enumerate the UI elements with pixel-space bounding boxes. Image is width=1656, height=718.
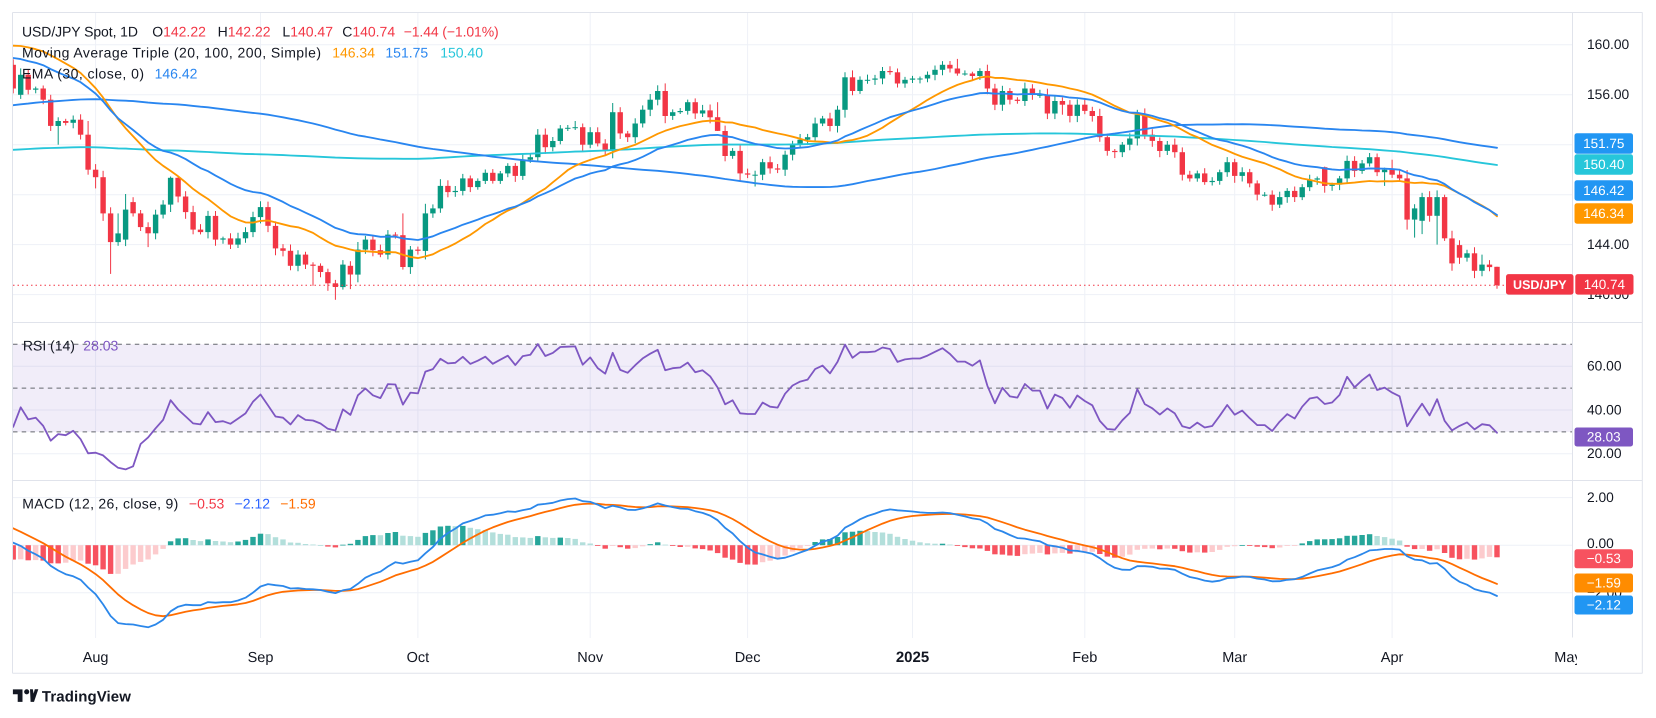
svg-text:−0.53: −0.53	[1587, 551, 1621, 566]
svg-text:0.00: 0.00	[1587, 536, 1614, 551]
svg-text:151.75: 151.75	[385, 45, 428, 61]
svg-text:Apr: Apr	[1381, 650, 1404, 666]
svg-text:140.74: 140.74	[1584, 277, 1626, 292]
svg-text:Oct: Oct	[407, 650, 430, 666]
svg-text:156.00: 156.00	[1587, 87, 1630, 102]
svg-text:146.42: 146.42	[1583, 183, 1624, 198]
svg-text:40.00: 40.00	[1587, 402, 1622, 417]
svg-text:EMA (30, close, 0): EMA (30, close, 0)	[22, 66, 144, 82]
svg-text:MACD (12, 26, close, 9): MACD (12, 26, close, 9)	[22, 495, 178, 511]
svg-text:Moving Average Triple (20, 100: Moving Average Triple (20, 100, 200, Sim…	[22, 45, 321, 61]
svg-text:28.03: 28.03	[1587, 429, 1621, 444]
svg-text:−2.12: −2.12	[1587, 597, 1621, 612]
svg-text:USD/JPY: USD/JPY	[1513, 278, 1567, 292]
svg-text:2.00: 2.00	[1587, 490, 1614, 505]
svg-text:144.00: 144.00	[1587, 237, 1630, 252]
svg-text:146.34: 146.34	[332, 45, 375, 61]
svg-text:Dec: Dec	[735, 650, 761, 666]
svg-text:TradingView: TradingView	[42, 688, 131, 705]
svg-text:146.34: 146.34	[1583, 206, 1625, 221]
svg-text:O142.22: O142.22	[152, 24, 206, 40]
svg-text:−2.12: −2.12	[235, 495, 271, 511]
svg-text:−1.59: −1.59	[280, 495, 316, 511]
svg-text:H142.22: H142.22	[218, 24, 271, 40]
svg-text:−1.59: −1.59	[1587, 575, 1621, 590]
svg-text:Feb: Feb	[1072, 650, 1097, 666]
svg-text:20.00: 20.00	[1587, 446, 1622, 461]
svg-text:150.40: 150.40	[440, 45, 483, 61]
svg-text:Mar: Mar	[1222, 650, 1247, 666]
svg-text:Sep: Sep	[248, 650, 274, 666]
svg-text:−1.44 (−1.01%): −1.44 (−1.01%)	[404, 24, 499, 40]
svg-text:C140.74: C140.74	[342, 24, 395, 40]
svg-text:146.42: 146.42	[155, 66, 198, 82]
svg-text:2025: 2025	[896, 649, 929, 666]
svg-text:Aug: Aug	[83, 650, 109, 666]
svg-text:USD/JPY Spot, 1D: USD/JPY Spot, 1D	[22, 24, 138, 40]
svg-text:RSI (14): RSI (14)	[23, 337, 75, 353]
svg-text:May: May	[1554, 650, 1582, 666]
svg-text:60.00: 60.00	[1587, 359, 1622, 374]
svg-text:−0.53: −0.53	[189, 495, 225, 511]
svg-text:Nov: Nov	[577, 650, 604, 666]
svg-text:L140.47: L140.47	[282, 24, 333, 40]
svg-text:160.00: 160.00	[1587, 37, 1630, 52]
svg-text:150.40: 150.40	[1583, 157, 1624, 172]
svg-text:28.03: 28.03	[83, 337, 118, 353]
svg-text:151.75: 151.75	[1583, 136, 1624, 151]
